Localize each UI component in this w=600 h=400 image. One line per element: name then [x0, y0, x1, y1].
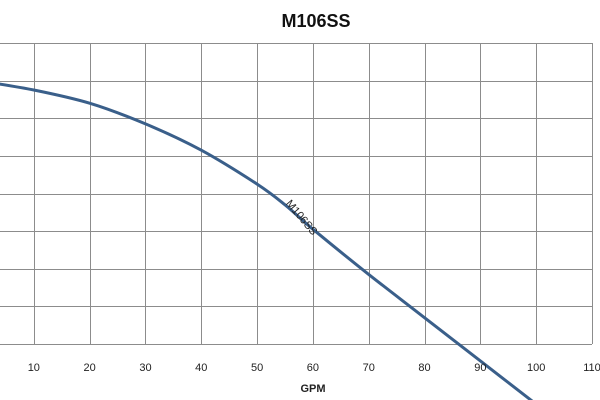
x-tick-label: 90	[474, 362, 486, 374]
x-tick-label: 40	[195, 362, 207, 374]
series-line	[0, 82, 534, 400]
x-axis-label: GPM	[300, 383, 325, 395]
chart-title: M106SS	[281, 11, 350, 31]
x-tick-label: 50	[251, 362, 263, 374]
x-tick-label: 80	[418, 362, 430, 374]
x-tick-label: 10	[28, 362, 40, 374]
x-tick-label: 60	[307, 362, 319, 374]
x-tick-label: 100	[527, 362, 545, 374]
x-tick-label: 110	[583, 362, 600, 374]
x-tick-label: 20	[84, 362, 96, 374]
grid	[0, 43, 593, 345]
x-tick-label: 30	[139, 362, 151, 374]
x-tick-label: 70	[363, 362, 375, 374]
series-group	[0, 82, 534, 400]
x-axis-ticks: 10 20 30 40 50 60 70 80 90 100 110	[28, 362, 600, 374]
